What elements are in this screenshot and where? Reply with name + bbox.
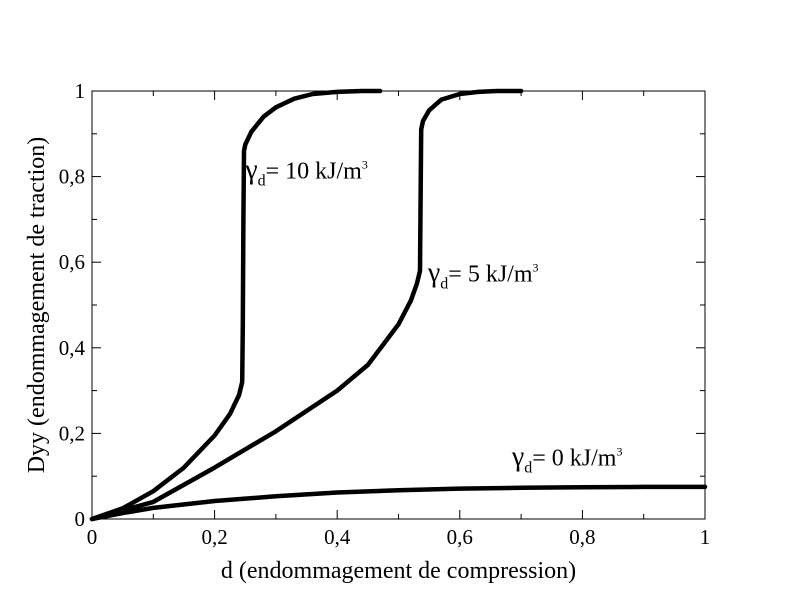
y-axis-title: Dyy (endommagement de traction) [24, 137, 50, 474]
y-tick-label: 0,6 [59, 250, 85, 274]
annotation-2: γd= 5 kJ/m3 [427, 257, 539, 292]
annotation-3: γd= 0 kJ/m3 [511, 442, 623, 477]
x-tick-label: 0 [87, 525, 98, 549]
x-tick-label: 0,6 [447, 525, 473, 549]
y-tick-label: 1 [75, 79, 86, 103]
y-tick-label: 0,8 [59, 165, 85, 189]
annotation-1: γd= 10 kJ/m3 [244, 155, 368, 190]
series-line-3 [89, 484, 708, 522]
series-line-2 [89, 88, 524, 522]
x-tick-label: 0,2 [201, 525, 227, 549]
ticks-layer: 0 0,2 0,4 0,6 0,8 1 0 0,2 0,4 0,6 0,8 1 [59, 79, 711, 549]
y-tick-label: 0,2 [59, 421, 85, 445]
x-tick-label: 1 [700, 525, 711, 549]
y-tick-label: 0,4 [59, 336, 86, 360]
x-tick-label: 0,8 [569, 525, 595, 549]
x-axis-title: d (endommagement de compression) [221, 558, 576, 584]
x-tick-label: 0,4 [324, 525, 351, 549]
series-line-1 [89, 88, 383, 522]
annotation-layer: γd= 10 kJ/m3 γd= 5 kJ/m3 γd= 0 kJ/m3 [244, 155, 622, 477]
y-tick-label: 0 [75, 507, 86, 531]
